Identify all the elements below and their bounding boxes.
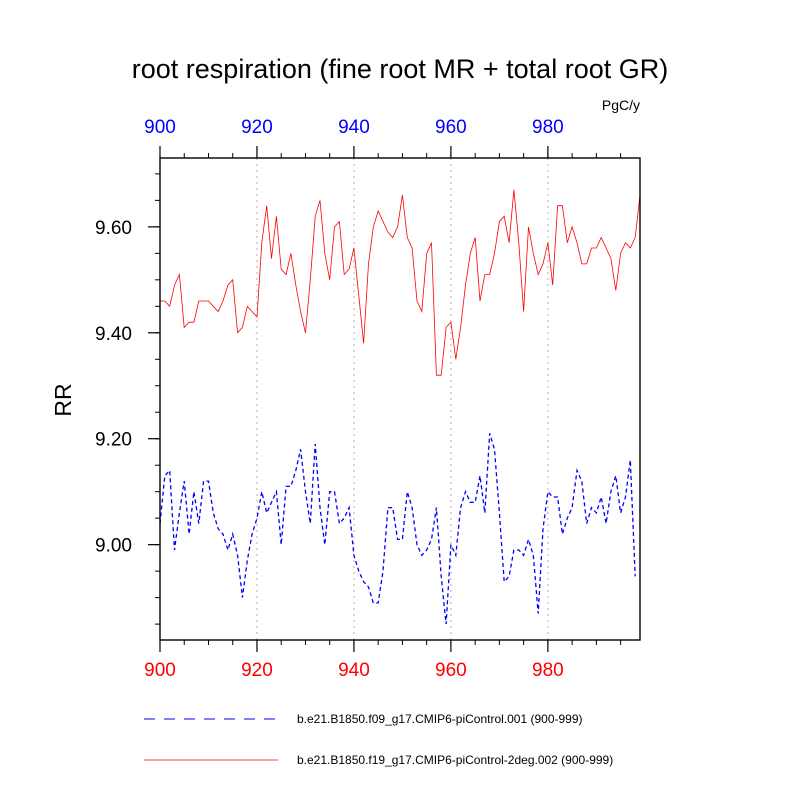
series-lines xyxy=(159,189,641,625)
x-tick-label-top: 960 xyxy=(435,117,467,138)
grid-lines xyxy=(256,158,549,640)
chart-title: root respiration (fine root MR + total r… xyxy=(132,54,668,84)
legend: b.e21.B1850.f09_g17.CMIP6-piControl.001 … xyxy=(144,712,613,767)
y-tick-label: 9.00 xyxy=(95,536,132,557)
y-axis-label: RR xyxy=(50,383,76,416)
x-tick-label-top: 940 xyxy=(338,117,370,138)
x-tick-label-bottom: 940 xyxy=(338,660,370,681)
x-tick-label-bottom: 900 xyxy=(144,660,176,681)
y-tick-label: 9.60 xyxy=(95,218,132,239)
x-tick-label-top: 900 xyxy=(144,117,176,138)
y-tick-label: 9.20 xyxy=(95,430,132,451)
x-tick-label-top: 920 xyxy=(241,117,273,138)
x-tick-label-bottom: 980 xyxy=(532,660,564,681)
series-line-1 xyxy=(159,433,636,625)
x-tick-label-bottom: 920 xyxy=(241,660,273,681)
units-label: PgC/y xyxy=(602,97,640,113)
plot-frame xyxy=(159,157,641,641)
legend-label-2: b.e21.B1850.f19_g17.CMIP6-piControl-2deg… xyxy=(297,753,613,767)
axis-ticks: 900 900 920 920 940 940 960 960 980 980 9.00 9.20 9.… xyxy=(95,117,622,681)
y-tick-label: 9.40 xyxy=(95,324,132,345)
legend-label-1: b.e21.B1850.f09_g17.CMIP6-piControl.001 … xyxy=(297,712,583,726)
x-tick-label-top: 980 xyxy=(532,117,564,138)
x-tick-label-bottom: 960 xyxy=(435,660,467,681)
series-line-2 xyxy=(160,189,641,376)
